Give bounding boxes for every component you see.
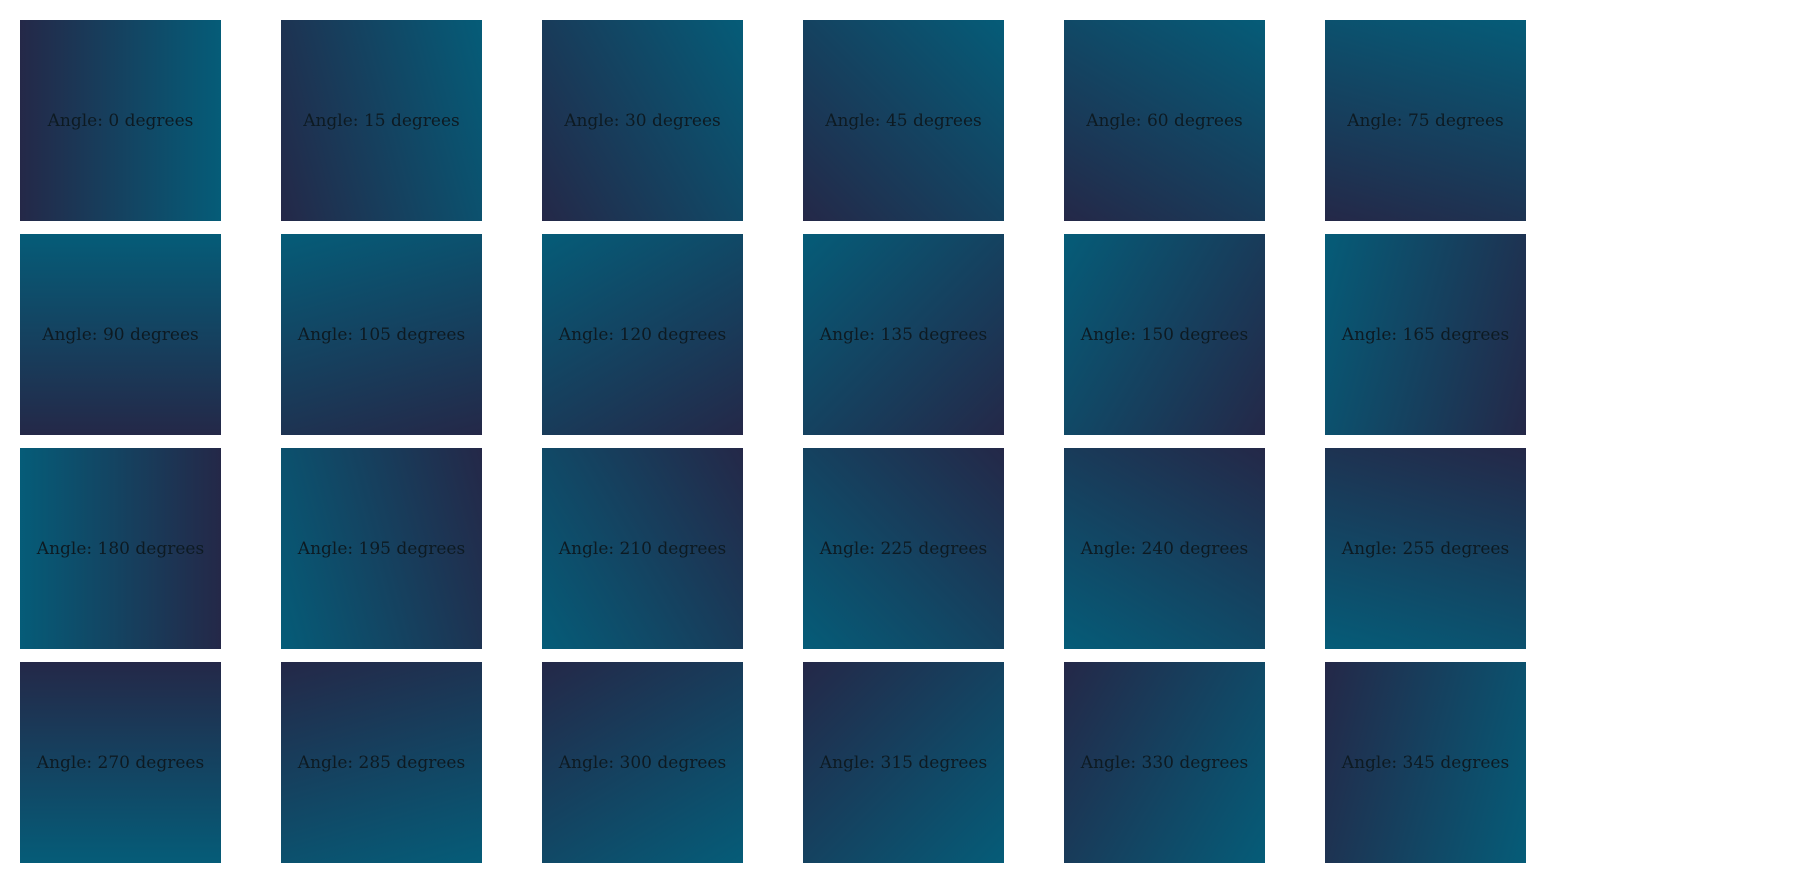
- gradient-tile: Angle: 75 degrees: [1325, 20, 1526, 221]
- tile-label: Angle: 180 degrees: [36, 538, 205, 559]
- tile-label: Angle: 120 degrees: [558, 324, 727, 345]
- gradient-tile: Angle: 270 degrees: [20, 662, 221, 863]
- tile-label: Angle: 15 degrees: [303, 110, 460, 131]
- gradient-tile: Angle: 315 degrees: [803, 662, 1004, 863]
- gradient-tile: Angle: 330 degrees: [1064, 662, 1265, 863]
- gradient-tile: Angle: 30 degrees: [542, 20, 743, 221]
- tile-label: Angle: 300 degrees: [558, 752, 727, 773]
- tile-label: Angle: 0 degrees: [47, 110, 194, 131]
- tile-label: Angle: 30 degrees: [564, 110, 721, 131]
- gradient-tile: Angle: 150 degrees: [1064, 234, 1265, 435]
- tile-label: Angle: 45 degrees: [825, 110, 982, 131]
- gradient-tile: Angle: 255 degrees: [1325, 448, 1526, 649]
- gradient-tile: Angle: 225 degrees: [803, 448, 1004, 649]
- tile-label: Angle: 60 degrees: [1086, 110, 1243, 131]
- tile-label: Angle: 195 degrees: [297, 538, 466, 559]
- gradient-tile: Angle: 285 degrees: [281, 662, 482, 863]
- gradient-tile: Angle: 135 degrees: [803, 234, 1004, 435]
- gradient-tile: Angle: 195 degrees: [281, 448, 482, 649]
- gradient-tile: Angle: 60 degrees: [1064, 20, 1265, 221]
- tile-label: Angle: 270 degrees: [36, 752, 205, 773]
- tile-label: Angle: 225 degrees: [819, 538, 988, 559]
- gradient-tile: Angle: 210 degrees: [542, 448, 743, 649]
- tile-label: Angle: 75 degrees: [1347, 110, 1504, 131]
- gradient-tile: Angle: 15 degrees: [281, 20, 482, 221]
- tile-label: Angle: 285 degrees: [297, 752, 466, 773]
- gradient-tile: Angle: 90 degrees: [20, 234, 221, 435]
- tile-label: Angle: 105 degrees: [297, 324, 466, 345]
- tile-label: Angle: 150 degrees: [1080, 324, 1249, 345]
- tile-label: Angle: 165 degrees: [1341, 324, 1510, 345]
- tile-label: Angle: 240 degrees: [1080, 538, 1249, 559]
- gradient-tile-grid: Angle: 0 degrees Angle: 15 degrees Angle…: [20, 20, 1526, 863]
- tile-label: Angle: 90 degrees: [42, 324, 199, 345]
- tile-label: Angle: 255 degrees: [1341, 538, 1510, 559]
- tile-label: Angle: 135 degrees: [819, 324, 988, 345]
- gradient-tile: Angle: 180 degrees: [20, 448, 221, 649]
- tile-label: Angle: 330 degrees: [1080, 752, 1249, 773]
- gradient-tile: Angle: 345 degrees: [1325, 662, 1526, 863]
- tile-label: Angle: 210 degrees: [558, 538, 727, 559]
- gradient-tile: Angle: 0 degrees: [20, 20, 221, 221]
- gradient-tile: Angle: 120 degrees: [542, 234, 743, 435]
- gradient-tile: Angle: 105 degrees: [281, 234, 482, 435]
- gradient-tile: Angle: 300 degrees: [542, 662, 743, 863]
- tile-label: Angle: 345 degrees: [1341, 752, 1510, 773]
- gradient-tile: Angle: 45 degrees: [803, 20, 1004, 221]
- gradient-tile: Angle: 240 degrees: [1064, 448, 1265, 649]
- tile-label: Angle: 315 degrees: [819, 752, 988, 773]
- gradient-tile: Angle: 165 degrees: [1325, 234, 1526, 435]
